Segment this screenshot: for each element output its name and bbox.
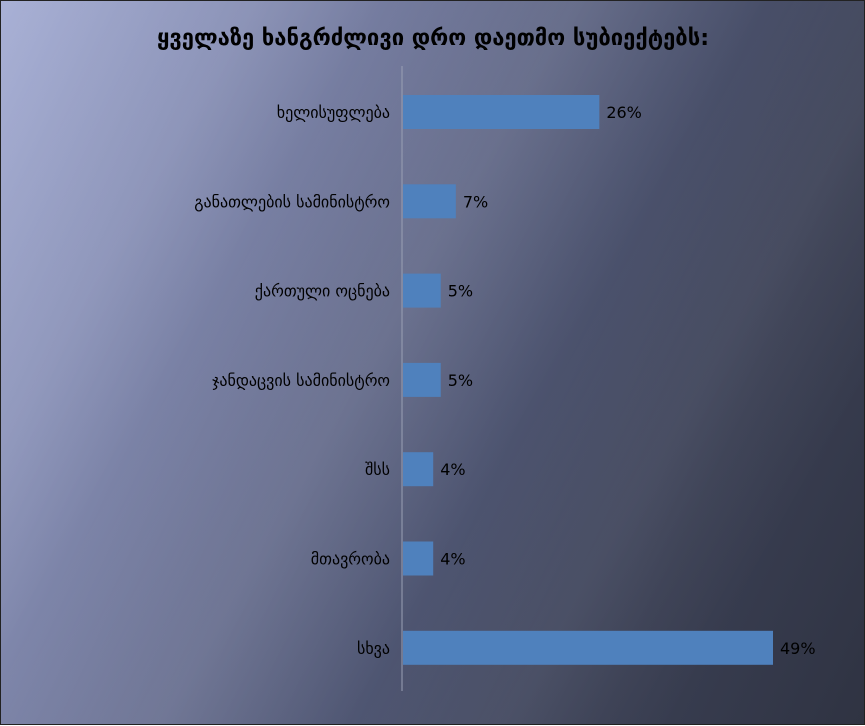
category-label: ქართული ოცნება — [255, 282, 390, 301]
bar — [403, 95, 600, 129]
chart-title: ყველაზე ხანგრძლივი დრო დაეთმო სუბიექტებს… — [157, 26, 709, 51]
bar — [403, 362, 441, 397]
data-label: 4% — [440, 550, 465, 569]
bar — [403, 184, 456, 219]
category-label: მთავრობა — [311, 550, 390, 569]
data-label: 26% — [606, 103, 642, 122]
data-label: 4% — [440, 460, 465, 479]
data-label: 49% — [780, 639, 816, 658]
category-label: ჯანდაცვის სამინისტრო — [212, 371, 390, 390]
bars-group: ხელისუფლება 26% განათლების სამინისტრო 7% ქარ… — [194, 95, 816, 665]
data-label: 5% — [448, 371, 473, 390]
bar — [403, 273, 441, 308]
category-label: შსს — [365, 460, 390, 479]
bar — [403, 630, 773, 665]
bar — [403, 452, 434, 487]
category-label: სხვა — [357, 639, 390, 658]
category-label: ხელისუფლება — [277, 103, 390, 122]
data-label: 7% — [463, 192, 488, 211]
bar — [403, 541, 434, 576]
category-label: განათლების სამინისტრო — [194, 192, 390, 211]
data-label: 5% — [448, 282, 473, 301]
